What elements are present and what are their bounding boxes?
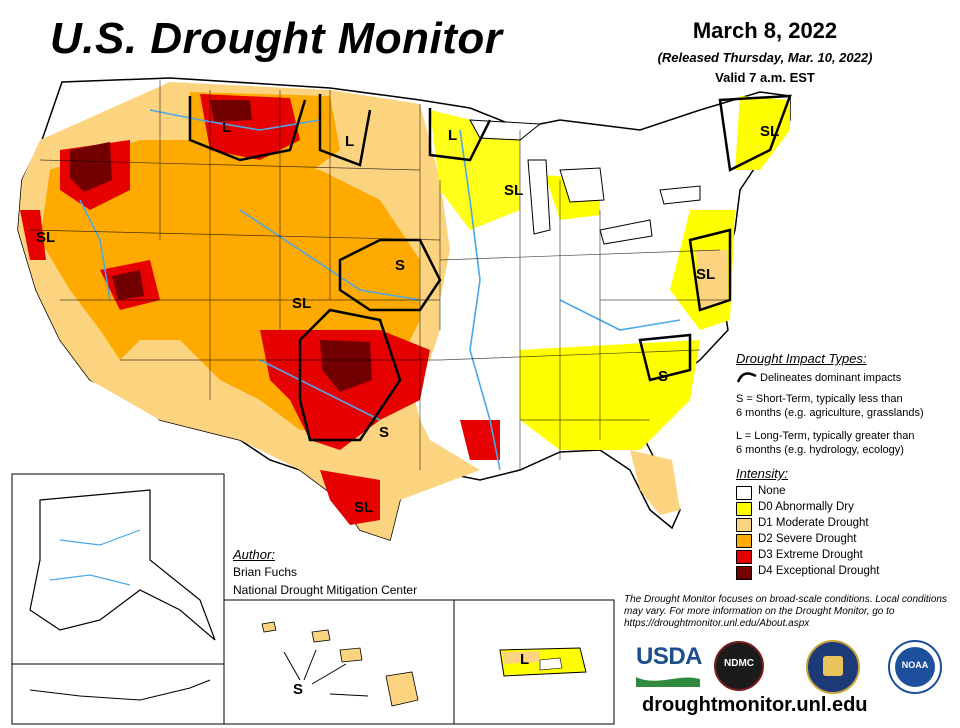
impact-line-icon: [736, 372, 757, 383]
impact-label: SL: [36, 229, 55, 246]
map-date: March 8, 2022: [692, 18, 838, 43]
d3-louisiana: [460, 420, 500, 460]
state-borders: [29, 80, 728, 470]
d3-texas: [320, 470, 380, 525]
d1-midatlantic: [696, 250, 728, 310]
short-term-line2: 6 months (e.g. agriculture, grasslands): [736, 407, 924, 419]
legend-swatch: [736, 550, 752, 564]
d4-oregon: [70, 142, 112, 192]
legend-label: None: [758, 485, 786, 497]
impact-label: L: [448, 127, 457, 144]
d4-plains: [320, 340, 372, 392]
legend-label: D3 Extreme Drought: [758, 549, 863, 561]
impact-label: S: [293, 681, 303, 698]
ndmc-logo: NDMC: [714, 641, 764, 691]
intensity-heading: Intensity:: [736, 466, 789, 481]
legend-label: D4 Exceptional Drought: [758, 565, 880, 577]
legend-swatch: [736, 566, 752, 580]
impact-label: L: [222, 119, 231, 136]
impact-label: S: [395, 257, 405, 274]
d4-nevada: [112, 270, 144, 300]
legend-swatch: [736, 518, 752, 532]
website-url[interactable]: droughtmonitor.unl.edu: [642, 694, 868, 716]
commerce-seal-icon: [806, 640, 860, 694]
impact-label: SL: [292, 295, 311, 312]
legend-swatch: [736, 486, 752, 500]
noaa-logo-text: NOAA: [901, 660, 929, 670]
d1-southeast: [630, 450, 680, 515]
impact-label: L: [520, 651, 529, 668]
author-heading: Author:: [233, 547, 275, 562]
release-date: (Released Thursday, Mar. 10, 2022): [657, 50, 873, 65]
impact-label: S: [379, 424, 389, 441]
hawaii-inset-frame: [223, 599, 455, 725]
d0-southeast: [520, 340, 700, 450]
impact-label: L: [345, 133, 354, 150]
long-term-line2: 6 months (e.g. hydrology, ecology): [736, 444, 904, 456]
d4-montana: [210, 100, 252, 122]
d0-newengland: [735, 96, 790, 170]
legend-label: D1 Moderate Drought: [758, 517, 869, 529]
impact-label: S: [658, 368, 668, 385]
author-org: National Drought Mitigation Center: [233, 583, 418, 597]
d0-midwest: [430, 110, 520, 230]
author-name: Brian Fuchs: [233, 565, 298, 579]
valid-time: Valid 7 a.m. EST: [715, 70, 815, 85]
noaa-logo: NOAA: [888, 640, 942, 694]
short-term-line1: S = Short-Term, typically less than: [736, 393, 903, 405]
impact-label: SL: [760, 123, 779, 140]
legend-label: D0 Abnormally Dry: [758, 501, 854, 513]
disclaimer-note: The Drought Monitor focuses on broad-sca…: [624, 594, 947, 629]
impact-types-heading: Drought Impact Types:: [736, 351, 867, 366]
d3-california: [20, 210, 46, 260]
impact-label: SL: [696, 266, 715, 283]
impact-label: SL: [504, 182, 523, 199]
legend-swatch: [736, 502, 752, 516]
impact-delineates-text: Delineates dominant impacts: [760, 372, 902, 384]
legend-swatch: [736, 534, 752, 548]
long-term-line1: L = Long-Term, typically greater than: [736, 430, 915, 442]
ndmc-logo-text: NDMC: [724, 658, 754, 669]
aleutian-inset-frame: [11, 663, 225, 725]
impact-lines: [188, 94, 792, 442]
alaska-shape: [29, 489, 216, 641]
map-title: U.S. Drought Monitor: [50, 14, 503, 63]
legend-label: D2 Severe Drought: [758, 533, 857, 545]
great-lakes: [469, 119, 701, 245]
impact-label: SL: [354, 499, 373, 516]
usda-logo: USDA: [636, 643, 703, 670]
usda-swoosh-icon: [636, 677, 700, 687]
